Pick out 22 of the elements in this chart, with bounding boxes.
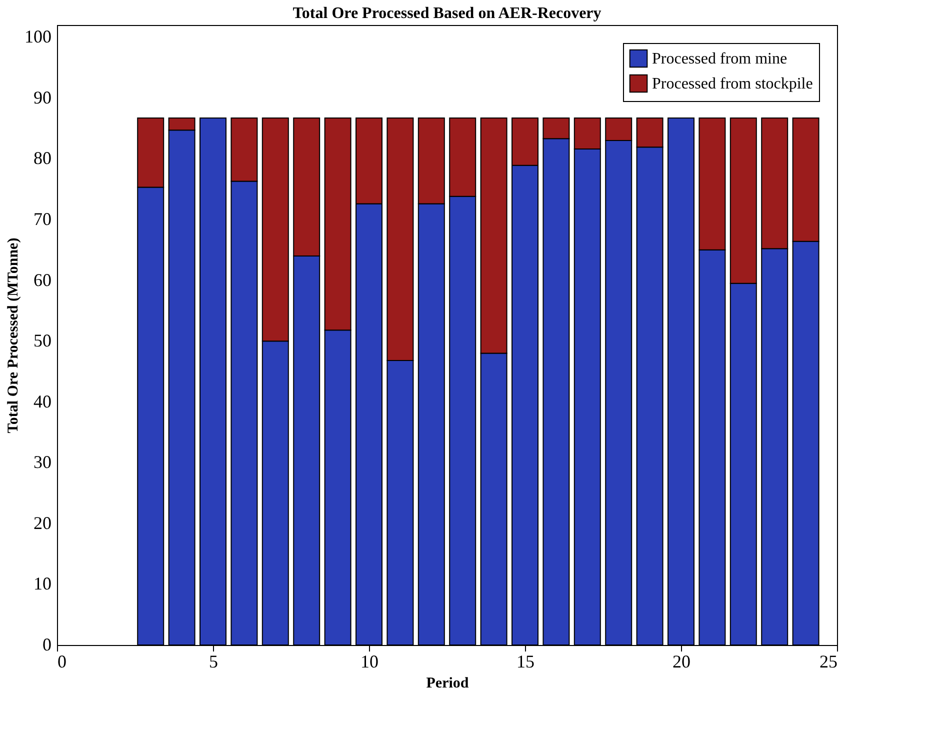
y-tick-label: 60	[34, 270, 52, 290]
y-axis-title: Total Ore Processed (MTonne)	[6, 238, 22, 434]
y-tick-label: 10	[34, 574, 52, 594]
y-tick-label: 100	[24, 26, 52, 47]
x-tick-label: 10	[360, 652, 378, 672]
y-tick-label: 50	[34, 330, 52, 351]
chart-title: Total Ore Processed Based on AER-Recovery	[292, 5, 602, 22]
legend-label: Processed from mine	[652, 50, 788, 68]
x-axis-title: Period	[426, 676, 470, 692]
x-tick-label: 15	[516, 652, 534, 672]
y-tick-label: 0	[42, 634, 52, 654]
legend-label: Processed from stockpile	[652, 76, 813, 92]
y-tick-label: 30	[34, 452, 52, 472]
y-tick-label: 90	[34, 87, 52, 108]
y-tick-label: 80	[34, 148, 52, 168]
y-tick-label: 20	[34, 512, 52, 533]
x-tick-label: 0	[58, 652, 66, 672]
y-tick-label: 70	[34, 209, 52, 230]
x-tick-label: 25	[820, 652, 838, 672]
x-tick-label: 20	[672, 652, 690, 672]
y-tick-label: 40	[34, 391, 52, 412]
x-tick-label: 5	[209, 652, 218, 672]
